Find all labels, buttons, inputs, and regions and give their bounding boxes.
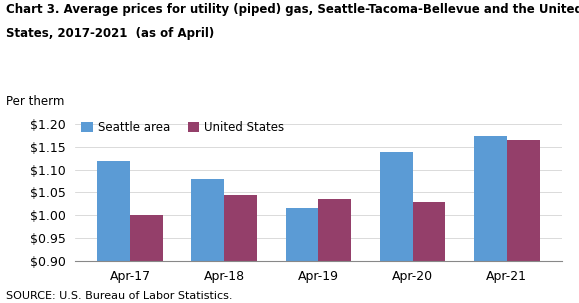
Legend: Seattle area, United States: Seattle area, United States — [81, 121, 284, 134]
Bar — [318, 199, 351, 303]
Bar — [474, 135, 507, 303]
Bar — [192, 179, 225, 303]
Bar — [380, 152, 412, 303]
Bar — [412, 202, 445, 303]
Bar — [225, 195, 257, 303]
Text: States, 2017-2021  (as of April): States, 2017-2021 (as of April) — [6, 27, 214, 40]
Bar — [507, 140, 540, 303]
Bar — [97, 161, 130, 303]
Bar — [130, 215, 163, 303]
Text: Per therm: Per therm — [6, 95, 64, 108]
Bar — [285, 208, 318, 303]
Text: Chart 3. Average prices for utility (piped) gas, Seattle-Tacoma-Bellevue and the: Chart 3. Average prices for utility (pip… — [6, 3, 579, 16]
Text: SOURCE: U.S. Bureau of Labor Statistics.: SOURCE: U.S. Bureau of Labor Statistics. — [6, 291, 232, 301]
